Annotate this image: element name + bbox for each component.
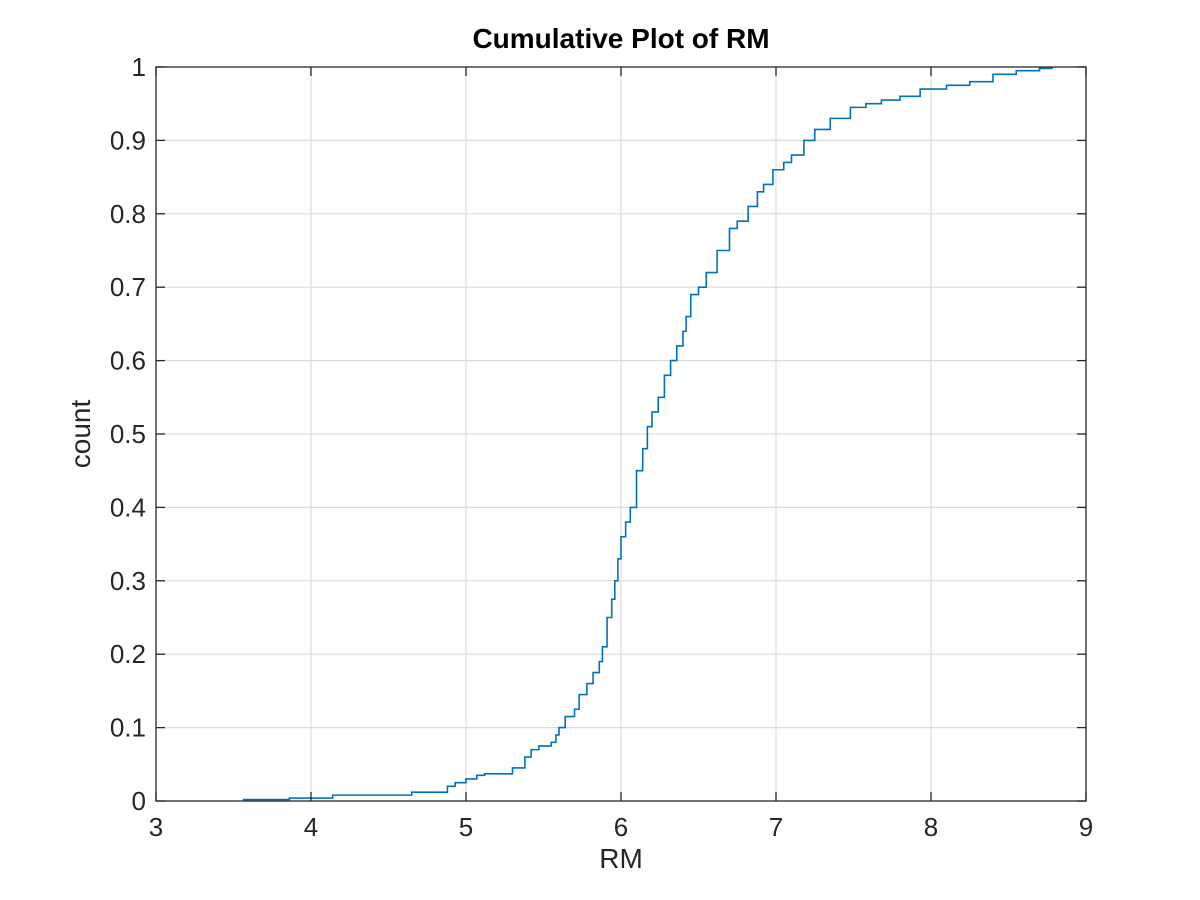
x-axis-label: RM: [599, 843, 643, 874]
y-tick-label: 0.8: [110, 199, 146, 229]
cumulative-series: [242, 67, 1053, 801]
y-tick-label: 0.1: [110, 713, 146, 743]
y-tick-label: 0.6: [110, 346, 146, 376]
x-tick-label: 7: [769, 812, 783, 842]
y-tick-label: 0: [132, 786, 146, 816]
x-tick-label: 5: [459, 812, 473, 842]
x-tick-label: 3: [149, 812, 163, 842]
x-tick-label: 8: [924, 812, 938, 842]
grid-lines: [156, 67, 1086, 801]
chart-title: Cumulative Plot of RM: [472, 23, 769, 54]
y-tick-label: 1: [132, 52, 146, 82]
y-tick-label: 0.5: [110, 419, 146, 449]
tick-marks: [155, 66, 1087, 802]
y-tick-label: 0.9: [110, 125, 146, 155]
x-tick-label: 4: [304, 812, 318, 842]
y-axis-label: count: [65, 400, 96, 469]
y-tick-label: 0.2: [110, 639, 146, 669]
x-tick-labels: 3 4 5 6 7 8 9: [149, 812, 1093, 842]
y-tick-label: 0.3: [110, 566, 146, 596]
y-tick-label: 0.7: [110, 272, 146, 302]
y-tick-labels: 0 0.1 0.2 0.3 0.4 0.5 0.6 0.7 0.8 0.9 1: [110, 52, 146, 816]
cumulative-step-line: [242, 67, 1053, 801]
x-tick-label: 6: [614, 812, 628, 842]
y-tick-label: 0.4: [110, 492, 146, 522]
x-tick-label: 9: [1079, 812, 1093, 842]
